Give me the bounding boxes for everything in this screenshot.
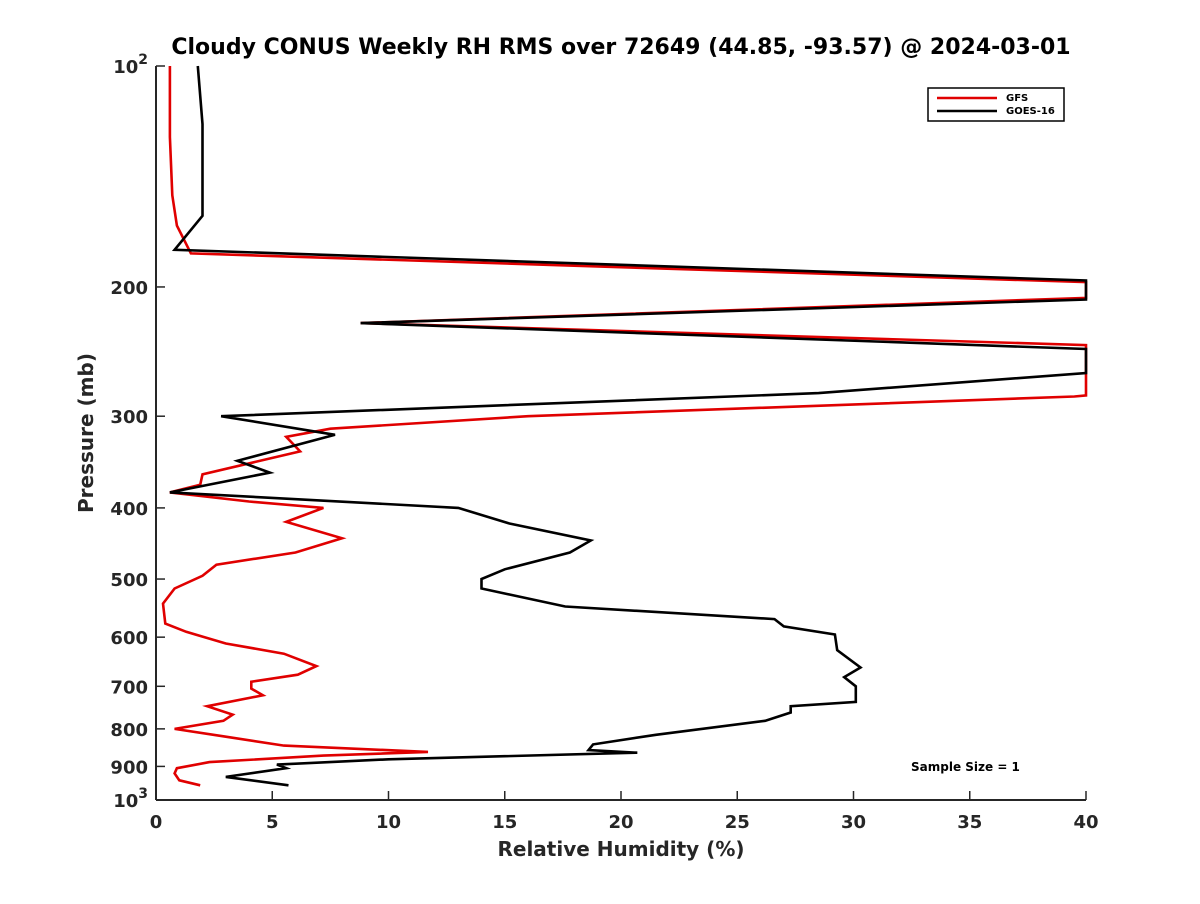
x-ticks: 0 5 10 15 20 25 30 35 40 <box>150 791 1099 833</box>
series-layer <box>161 65 1088 787</box>
y-tick-label: 600 <box>110 628 148 649</box>
y-tick-label: 500 <box>110 570 148 591</box>
series-line-goes-16 <box>169 65 1088 787</box>
y-tick-label: 103 <box>113 786 148 812</box>
x-tick-label: 40 <box>1073 812 1098 833</box>
y-tick-label: 700 <box>110 677 148 698</box>
x-axis-label: Relative Humidity (%) <box>497 837 744 861</box>
x-tick-label: 0 <box>150 812 163 833</box>
y-tick-label: 300 <box>110 407 148 428</box>
x-tick-label: 35 <box>957 812 982 833</box>
y-tick-label: 400 <box>110 499 148 520</box>
x-tick-label: 20 <box>608 812 633 833</box>
x-tick-label: 25 <box>725 812 750 833</box>
x-tick-label: 30 <box>841 812 866 833</box>
x-tick-label: 15 <box>492 812 517 833</box>
legend-label-goes-16: GOES-16 <box>1006 106 1055 117</box>
y-tick-label: 200 <box>110 278 148 299</box>
y-tick-label: 102 <box>113 52 148 78</box>
y-tick-label: 900 <box>110 757 148 778</box>
x-tick-label: 5 <box>266 812 279 833</box>
y-tick-label: 800 <box>110 720 148 741</box>
x-tick-label: 10 <box>376 812 401 833</box>
legend: GFS GOES-16 <box>927 87 1065 122</box>
sample-size-annotation: Sample Size = 1 <box>911 760 1020 774</box>
axes <box>155 66 1086 801</box>
chart-title: Cloudy CONUS Weekly RH RMS over 72649 (4… <box>171 35 1070 60</box>
legend-box <box>927 87 1065 122</box>
y-ticks: 102 200 300 400 500 600 700 800 900 103 <box>110 52 165 812</box>
series-line-gfs <box>161 66 1088 787</box>
legend-label-gfs: GFS <box>1006 93 1028 104</box>
y-axis-label: Pressure (mb) <box>74 353 98 513</box>
